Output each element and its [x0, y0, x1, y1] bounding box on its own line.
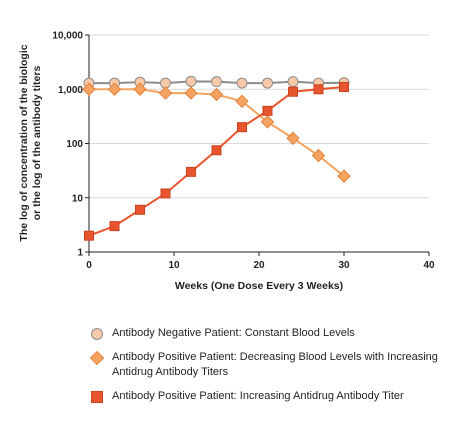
- square-marker-icon: [91, 391, 103, 403]
- diamond-point: [337, 169, 351, 183]
- legend-label-negative: Antibody Negative Patient: Constant Bloo…: [112, 327, 355, 339]
- square-point: [84, 230, 94, 241]
- square-point: [313, 84, 324, 95]
- y-tick-label: 1,000: [58, 85, 83, 96]
- diamond-point: [82, 82, 96, 96]
- x-tick-label: 20: [253, 260, 265, 271]
- diamond-point: [260, 115, 275, 129]
- legend: Antibody Negative Patient: Constant Bloo…: [88, 326, 448, 413]
- legend-label-decreasing: Antibody Positive Patient: Decreasing Bl…: [112, 351, 438, 378]
- axis-layer: [88, 35, 429, 253]
- circle-point: [211, 76, 222, 88]
- square-point: [237, 122, 247, 133]
- legend-item-negative: Antibody Negative Patient: Constant Bloo…: [88, 326, 448, 341]
- circle-point: [287, 76, 299, 88]
- series-2: [82, 82, 351, 183]
- y-tick-label: 10: [72, 193, 84, 204]
- series-1: [83, 75, 350, 89]
- diamond-point: [209, 87, 224, 102]
- x-tick-label: 40: [423, 260, 435, 271]
- series-layer: [82, 75, 351, 241]
- square-point: [135, 204, 145, 215]
- x-tick-labels: 0 10 20 30 40: [86, 260, 435, 271]
- x-tick-label: 30: [338, 260, 350, 271]
- circle-point: [185, 75, 197, 87]
- circle-marker-icon: [91, 328, 103, 340]
- grid-layer: [85, 34, 430, 256]
- y-tick-label: 1: [77, 248, 83, 259]
- series-line: [89, 88, 345, 177]
- square-point: [211, 145, 222, 156]
- circle-point: [236, 77, 248, 89]
- y-axis-title-line-2: or the log of the antibody titers: [31, 66, 43, 221]
- square-point: [160, 188, 171, 199]
- y-tick-label: 100: [66, 139, 83, 150]
- circle-point: [262, 77, 273, 89]
- legend-item-decreasing: Antibody Positive Patient: Decreasing Bl…: [88, 350, 448, 380]
- diamond-point: [133, 82, 147, 96]
- y-tick-label: 10,000: [52, 31, 83, 42]
- diamond-point: [184, 86, 198, 100]
- diamond-point: [311, 148, 326, 163]
- diamond-point: [158, 86, 173, 100]
- legend-item-increasing: Antibody Positive Patient: Increasing An…: [88, 389, 448, 404]
- diamond-marker-icon: [90, 351, 104, 365]
- square-point: [186, 166, 196, 177]
- square-point: [262, 105, 273, 116]
- square-point: [109, 221, 120, 232]
- diamond-point: [107, 82, 122, 96]
- x-tick-label: 0: [86, 260, 92, 271]
- series-line: [88, 86, 345, 237]
- chart: 1 10 100 1,000 10,000 0 10 20 30 40 Weeks (One D…: [18, 31, 435, 293]
- legend-label-increasing: Antibody Positive Patient: Increasing An…: [112, 390, 404, 402]
- x-axis-title: Weeks (One Dose Every 3 Weeks): [175, 280, 343, 292]
- x-tick-label: 10: [168, 260, 180, 271]
- square-point: [288, 86, 298, 97]
- square-point: [339, 82, 349, 93]
- series-3: [84, 82, 349, 241]
- diamond-point: [235, 94, 249, 108]
- y-tick-labels: 1 10 100 1,000 10,000: [52, 31, 83, 259]
- diamond-point: [286, 131, 300, 145]
- y-axis-title-line-1: The log of concentration of the biologic: [18, 44, 30, 241]
